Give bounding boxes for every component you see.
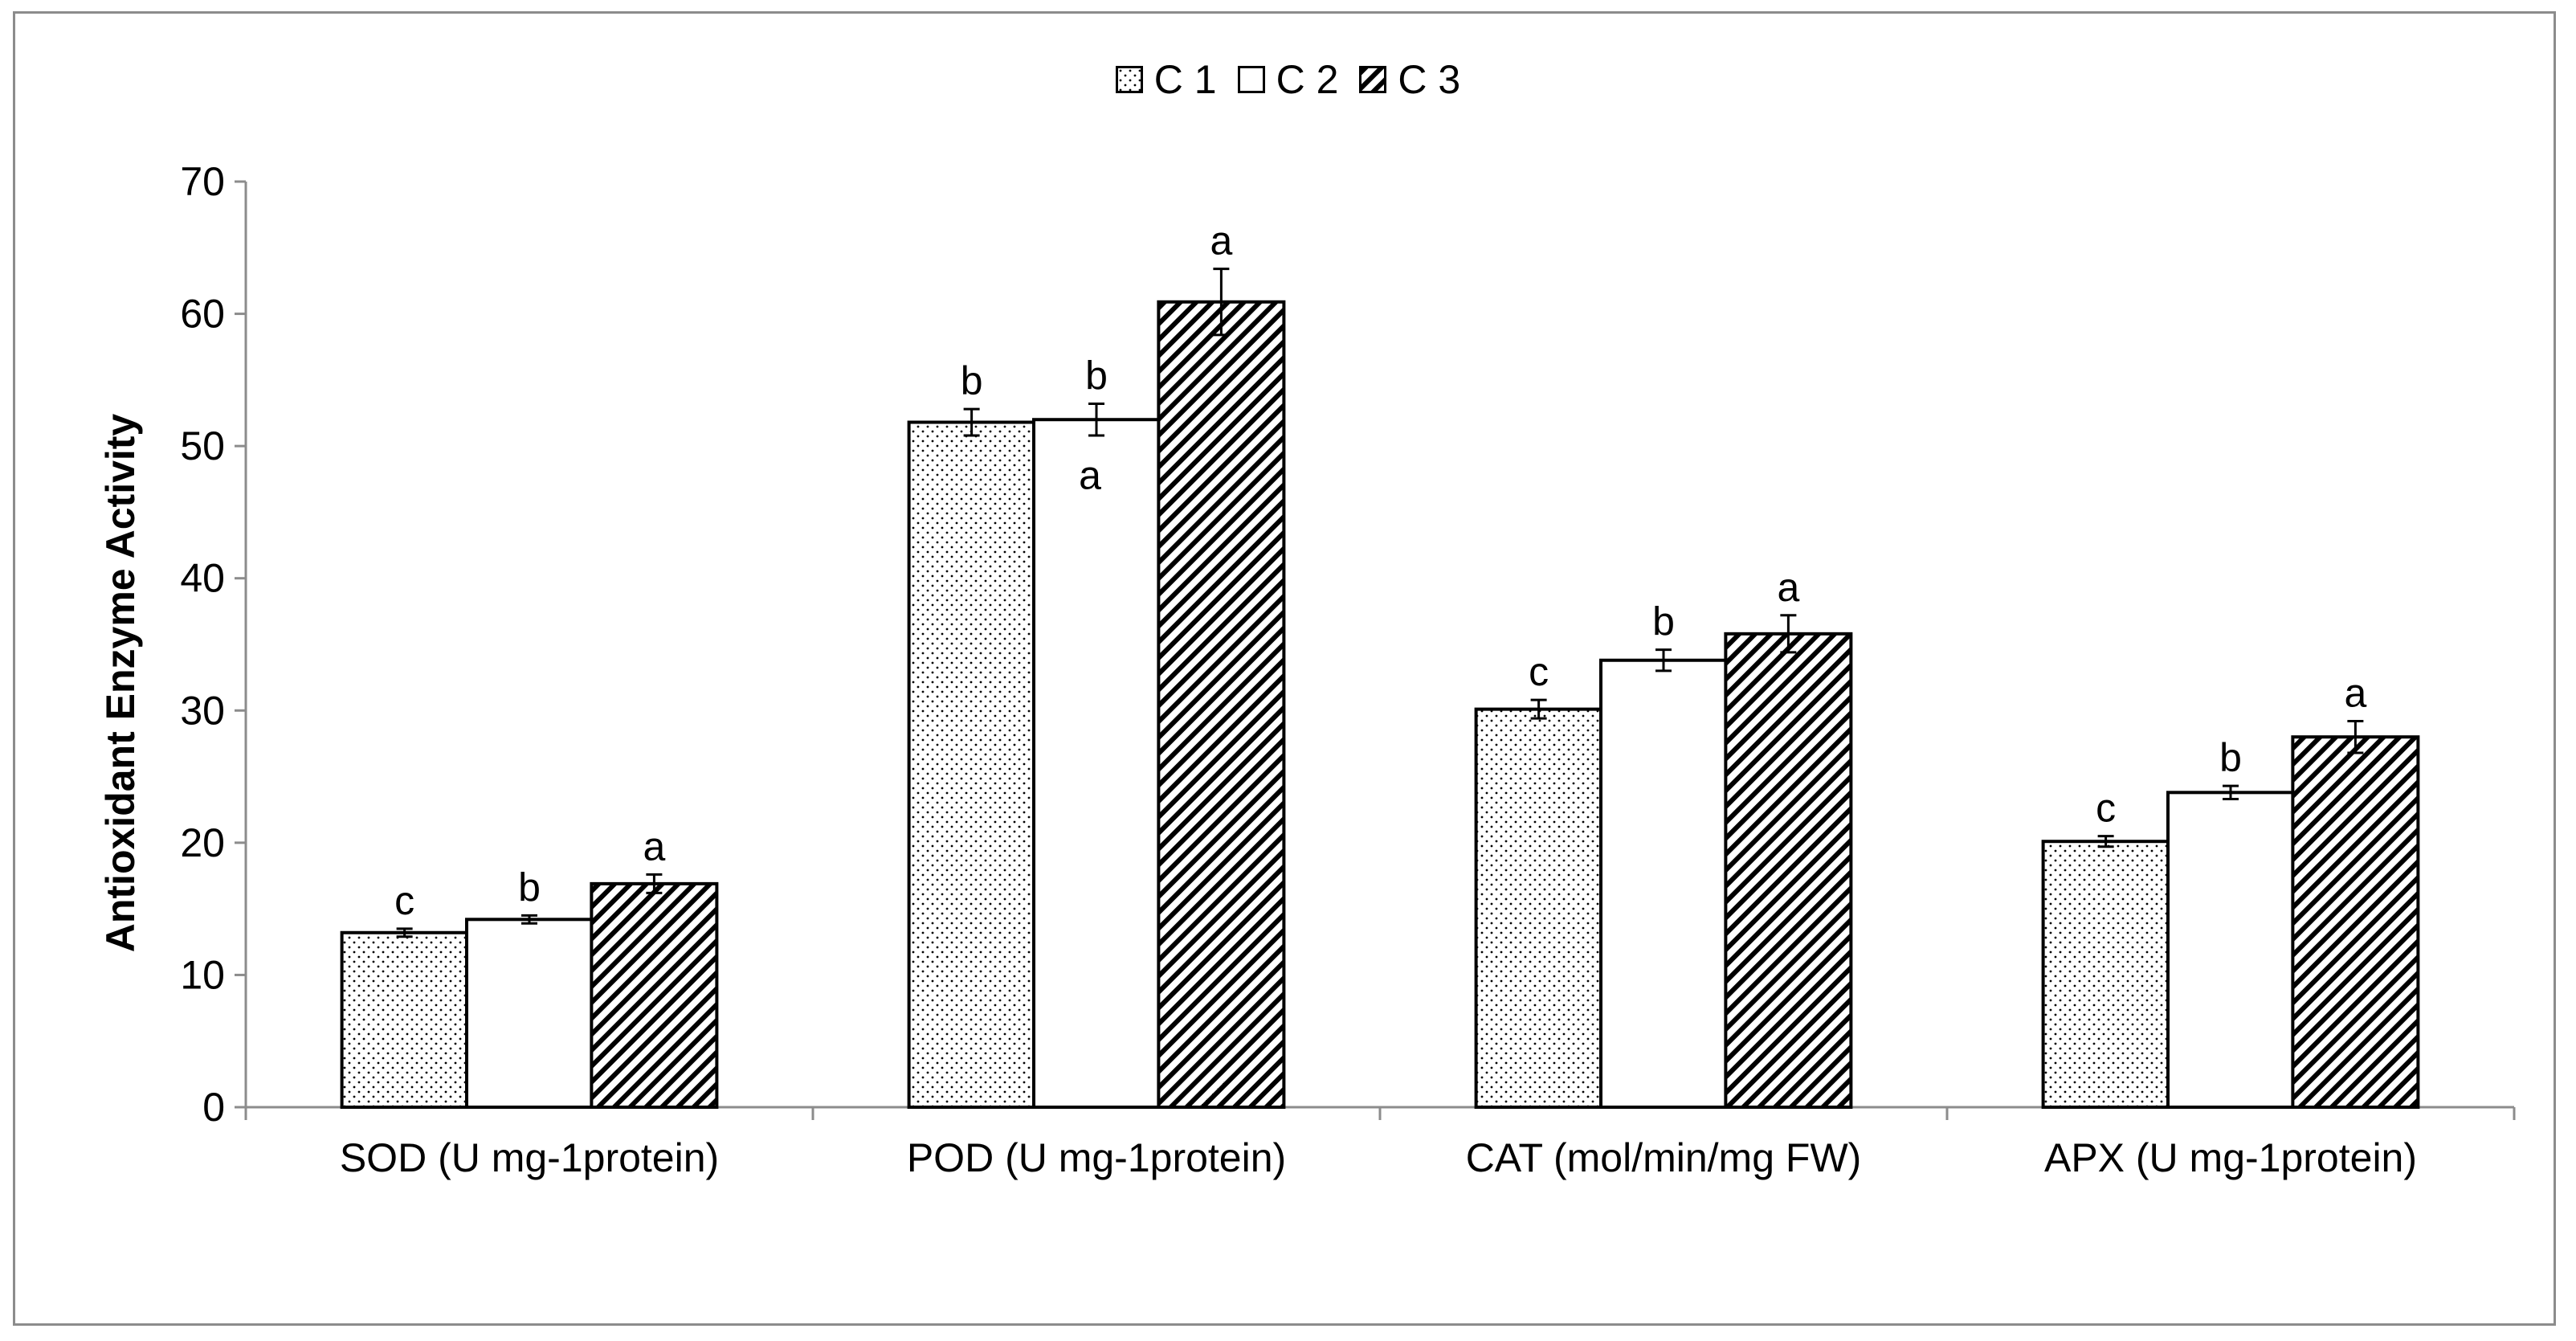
significance-letter: a	[1210, 219, 1232, 264]
y-tick-label: 50	[180, 423, 225, 468]
significance-letter: b	[1085, 353, 1108, 398]
x-tick-label: APX (U mg-1protein)	[2044, 1135, 2417, 1180]
bar-hatch	[2291, 735, 2420, 1109]
y-tick-label: 0	[202, 1085, 225, 1130]
significance-letter: a	[1777, 565, 1799, 610]
legend-item-c3: C 3	[1359, 56, 1460, 103]
legend-label-c1: C 1	[1153, 57, 1217, 102]
bar-plain	[1032, 418, 1161, 1109]
bar-hatch	[1724, 632, 1853, 1109]
bar-dots	[340, 930, 469, 1110]
legend-swatch-fill	[1361, 68, 1385, 91]
x-tick-label: SOD (U mg-1protein)	[340, 1135, 719, 1180]
significance-letter: b	[2219, 735, 2242, 780]
legend-swatch-fill	[1239, 68, 1263, 91]
legend: C 1 C 2 C 3	[0, 56, 2576, 103]
x-tick-label: POD (U mg-1protein)	[907, 1135, 1286, 1180]
legend-swatch-dots	[1115, 66, 1143, 93]
legend-item-c2: C 2	[1237, 56, 1339, 103]
y-tick-label: 70	[180, 159, 225, 204]
y-tick-label: 20	[180, 820, 225, 865]
y-tick-label: 30	[180, 688, 225, 733]
significance-letter: a	[2344, 670, 2366, 715]
legend-label-c3: C 3	[1398, 57, 1461, 102]
legend-item-c1: C 1	[1115, 56, 1217, 103]
significance-letter: c	[1529, 649, 1549, 694]
y-tick-label: 60	[180, 292, 225, 337]
y-tick-label: 40	[180, 556, 225, 601]
significance-letter: b	[1652, 599, 1675, 644]
bar-hatch	[590, 881, 719, 1109]
bar-dots	[1474, 707, 1603, 1109]
significance-letter: a	[1079, 452, 1101, 497]
bar-hatch	[1157, 300, 1286, 1109]
legend-swatch-plain	[1237, 66, 1265, 93]
x-tick-label: CAT (mol/min/mg FW)	[1466, 1135, 1862, 1180]
significance-letter: a	[643, 824, 665, 869]
legend-label-c2: C 2	[1276, 57, 1339, 102]
bar-dots	[907, 420, 1036, 1109]
significance-letter: b	[518, 865, 541, 910]
legend-swatch-fill	[1117, 68, 1141, 91]
significance-letter: c	[2096, 786, 2116, 831]
bar-dots	[2041, 840, 2170, 1109]
bar-plain	[1599, 658, 1728, 1109]
legend-swatch-hatch	[1359, 66, 1387, 93]
y-tick-label: 10	[180, 952, 225, 997]
bar-plain	[2166, 791, 2295, 1109]
significance-letter: b	[961, 358, 983, 403]
significance-letter: c	[394, 878, 414, 923]
bar-plain	[465, 918, 594, 1110]
